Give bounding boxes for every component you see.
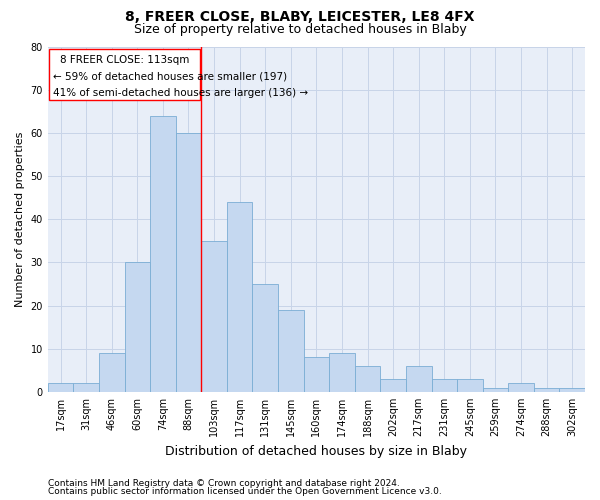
Bar [508,384,534,392]
X-axis label: Distribution of detached houses by size in Blaby: Distribution of detached houses by size … [166,444,467,458]
Bar [176,133,201,392]
Text: 8 FREER CLOSE: 113sqm: 8 FREER CLOSE: 113sqm [60,55,189,65]
Bar [48,384,73,392]
Bar [304,358,329,392]
Text: Contains public sector information licensed under the Open Government Licence v3: Contains public sector information licen… [48,487,442,496]
FancyBboxPatch shape [49,48,200,100]
Bar [431,379,457,392]
Bar [253,284,278,392]
Bar [457,379,482,392]
Bar [482,388,508,392]
Bar [99,353,125,392]
Y-axis label: Number of detached properties: Number of detached properties [15,132,25,307]
Bar [201,241,227,392]
Bar [150,116,176,392]
Bar [380,379,406,392]
Text: 41% of semi-detached houses are larger (136) →: 41% of semi-detached houses are larger (… [53,88,308,99]
Bar [406,366,431,392]
Bar [534,388,559,392]
Text: ← 59% of detached houses are smaller (197): ← 59% of detached houses are smaller (19… [53,71,287,81]
Bar [355,366,380,392]
Text: Size of property relative to detached houses in Blaby: Size of property relative to detached ho… [134,22,466,36]
Bar [329,353,355,392]
Bar [73,384,99,392]
Bar [125,262,150,392]
Text: 8, FREER CLOSE, BLABY, LEICESTER, LE8 4FX: 8, FREER CLOSE, BLABY, LEICESTER, LE8 4F… [125,10,475,24]
Text: Contains HM Land Registry data © Crown copyright and database right 2024.: Contains HM Land Registry data © Crown c… [48,478,400,488]
Bar [227,202,253,392]
Bar [278,310,304,392]
Bar [559,388,585,392]
